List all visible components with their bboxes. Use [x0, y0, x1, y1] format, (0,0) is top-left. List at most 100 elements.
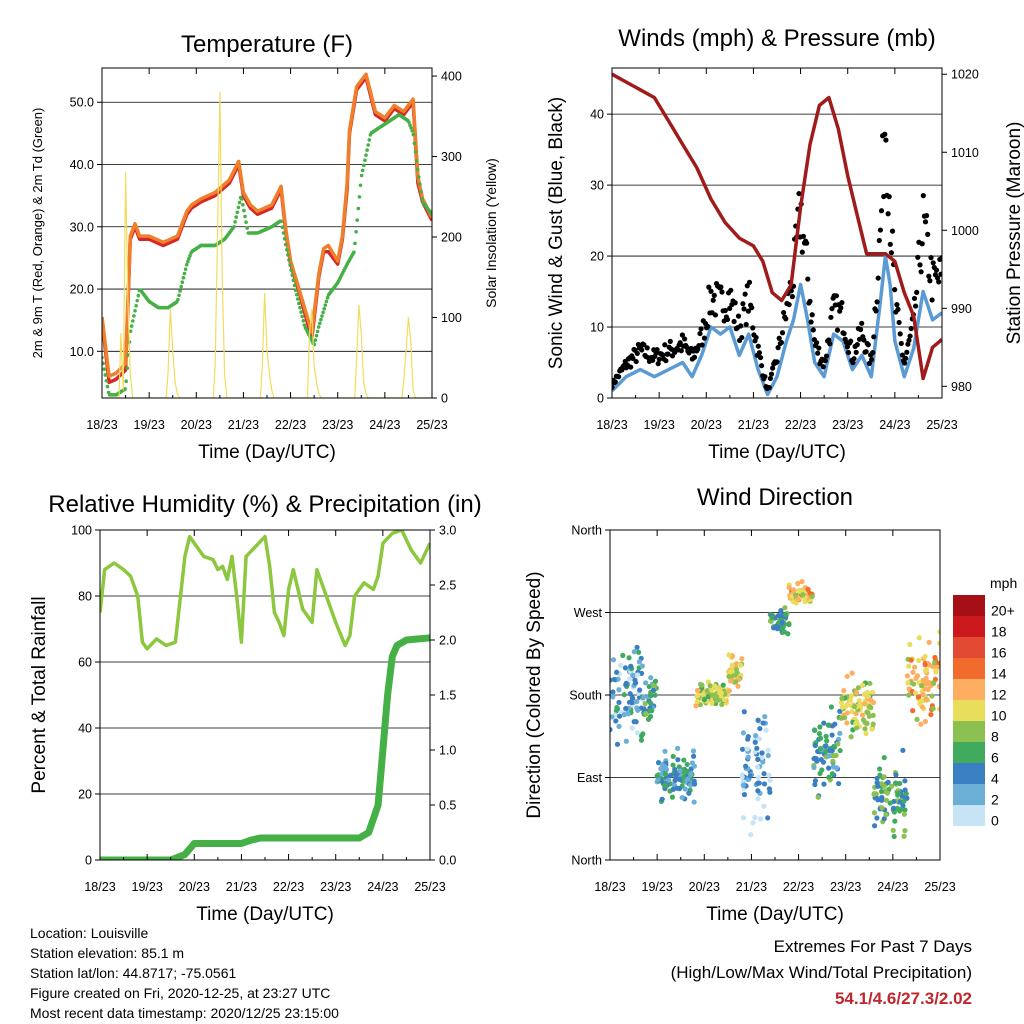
direction-point [621, 712, 627, 718]
direction-point [841, 715, 848, 721]
direction-point [848, 734, 854, 740]
x-tick-label: 23/23 [830, 880, 861, 894]
series-3-point [136, 293, 141, 298]
figure-created: Figure created on Fri, 2020-12-25, at 23… [30, 985, 331, 1001]
direction-point [756, 736, 762, 742]
direction-point [869, 726, 875, 732]
direction-point [821, 781, 827, 787]
recent-data-timestamp: Most recent data timestamp: 2020/12/25 2… [30, 1005, 339, 1021]
series-3-point [242, 208, 246, 213]
series-3-point [236, 205, 241, 210]
direction-point [817, 724, 823, 730]
direction-point [904, 673, 910, 679]
direction-point [854, 725, 860, 731]
series-2-point [641, 342, 647, 348]
series-3-point [314, 333, 319, 338]
direction-point [745, 736, 751, 742]
direction-point [654, 773, 660, 779]
direction-point [829, 771, 836, 777]
series-3-point [407, 120, 411, 124]
direction-point [812, 742, 818, 749]
station-info: Location: Louisville Station elevation: … [30, 923, 339, 1023]
x-tick-label: 18/23 [596, 418, 627, 432]
direction-point [635, 672, 641, 678]
direction-point [681, 757, 687, 763]
direction-point [825, 722, 831, 728]
direction-point [635, 649, 642, 655]
plot-area [102, 72, 432, 398]
direction-point [719, 701, 725, 708]
series-2-point [762, 373, 768, 380]
direction-point [913, 675, 919, 682]
direction-point [691, 799, 697, 805]
series-2-point [906, 337, 912, 343]
y-tick-label: 80 [78, 590, 92, 604]
series-3-point [102, 367, 106, 371]
direction-point [877, 766, 883, 772]
series-2-point [899, 352, 906, 358]
x-axis-label: Time (Day/UTC) [708, 442, 846, 463]
series-2-point [757, 354, 764, 361]
series-3-point [125, 366, 130, 370]
series-3-point [103, 373, 108, 377]
series-3-point [287, 258, 291, 262]
y-tick-label: South [569, 689, 602, 703]
series-3-point [176, 297, 180, 302]
direction-point [926, 639, 932, 645]
direction-point [726, 688, 733, 694]
x-tick-label: 21/23 [738, 418, 769, 432]
direction-point [662, 764, 668, 770]
series-2-line [100, 634, 430, 860]
y-tick-label: 40 [78, 722, 92, 736]
series-2-point [804, 240, 810, 246]
direction-point [632, 677, 638, 683]
direction-point [849, 670, 855, 676]
y-tick-label: 100 [71, 524, 92, 538]
series-2-point [927, 278, 933, 284]
y2-tick-label: 0.0 [439, 854, 456, 868]
direction-point [908, 657, 914, 663]
x-tick-label: 22/23 [783, 880, 814, 894]
series-3-point [105, 384, 110, 389]
direction-point [919, 683, 925, 689]
series-3-point [243, 214, 247, 219]
direction-point [841, 688, 847, 694]
series-3-point [289, 268, 294, 272]
direction-point [895, 790, 901, 796]
direction-point [642, 701, 648, 707]
direction-point [651, 682, 658, 689]
chart-title: Wind Direction [697, 484, 853, 511]
direction-point [848, 693, 854, 699]
direction-point [623, 705, 629, 712]
colorbar-swatch [953, 658, 985, 679]
series-2-point [885, 211, 891, 217]
direction-point [835, 741, 841, 747]
direction-point [760, 759, 766, 765]
direction-point [812, 781, 818, 788]
direction-point [615, 676, 621, 682]
direction-point [694, 698, 700, 705]
x-tick-label: 18/23 [86, 418, 117, 432]
plot-frame [99, 529, 431, 861]
y2-tick-label: 1.5 [439, 689, 456, 703]
direction-point [823, 733, 829, 739]
direction-point [616, 699, 622, 706]
direction-point [735, 683, 741, 689]
series-2-point [917, 262, 923, 268]
x-tick-label: 19/23 [644, 418, 675, 432]
direction-point [648, 675, 654, 681]
series-3-point [415, 167, 420, 172]
series-3-point [323, 303, 328, 307]
direction-point [726, 652, 732, 658]
series-3-point [324, 299, 329, 304]
series-2-point [866, 360, 873, 367]
x-tick-label: 24/23 [877, 880, 908, 894]
y-tick-label: 60 [78, 656, 92, 670]
colorbar-label: 2 [991, 792, 999, 808]
series-2-point [924, 213, 930, 219]
x-tick-label: 19/23 [642, 880, 673, 894]
direction-point [679, 794, 685, 801]
direction-point [630, 672, 636, 678]
direction-point [700, 691, 706, 697]
series-3-point [353, 241, 357, 246]
